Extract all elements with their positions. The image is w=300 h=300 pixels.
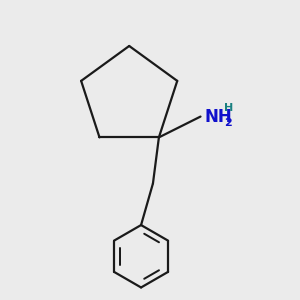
Text: H: H bbox=[224, 103, 233, 113]
Text: NH: NH bbox=[204, 108, 232, 126]
Text: 2: 2 bbox=[224, 118, 231, 128]
